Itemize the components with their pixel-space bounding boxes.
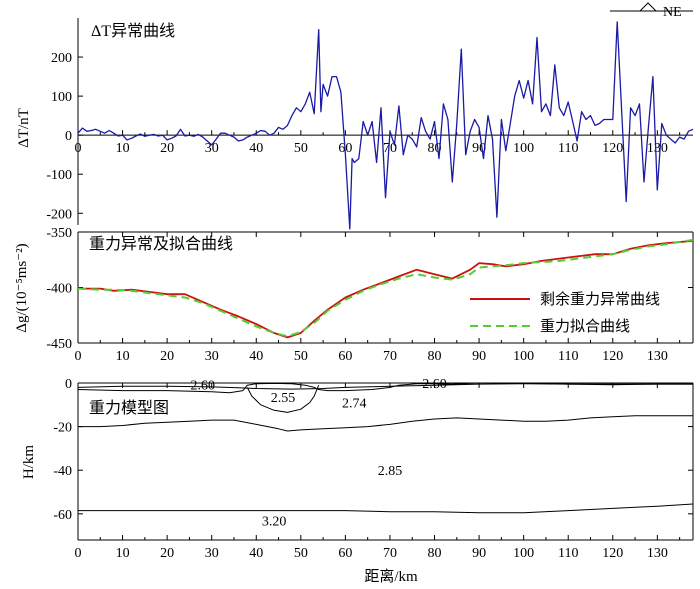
- x-tick-label: 120: [602, 349, 623, 364]
- x-tick-label: 120: [602, 546, 623, 561]
- x-tick-label: 60: [338, 546, 352, 561]
- x-tick-label: 120: [602, 141, 623, 156]
- series-line-2: [246, 385, 320, 413]
- density-label: 2.74: [342, 397, 367, 412]
- x-tick-label: 60: [338, 349, 352, 364]
- density-label: 3.20: [262, 514, 287, 529]
- delta-t-panel: ΔT异常曲线 ΔT/nT 0 10 20 30 40 50 60 70 80 90 100 110 12…: [16, 18, 694, 230]
- y-tick-label: -200: [46, 207, 72, 222]
- x-tick-label: 0: [75, 141, 82, 156]
- y-tick-label: -20: [53, 421, 72, 436]
- series-line-1: [77, 238, 694, 338]
- x-tick-label: 90: [472, 349, 486, 364]
- series-line-0: [77, 21, 694, 230]
- gravity-model-panel: 重力模型图 H/km 距离/km 0 10 20 30 40 50 60 70 80 90 100 1…: [21, 377, 694, 585]
- delta-t-plot-area: 0 10 20 30 40 50 60 70 80 90 100 110 120 1302001000-1…: [46, 18, 694, 230]
- x-tick-label: 100: [513, 546, 534, 561]
- legend-label-residual: 剩余重力异常曲线: [540, 290, 660, 308]
- x-tick-label: 100: [513, 349, 534, 364]
- x-tick-label: 10: [116, 349, 130, 364]
- y-tick-label: 0: [65, 377, 72, 392]
- x-tick-label: 30: [205, 141, 219, 156]
- x-tick-label: 110: [558, 141, 578, 156]
- density-label: 2.55: [271, 391, 296, 406]
- model-y-axis-label: H/km: [21, 445, 37, 480]
- density-label: 2.60: [191, 379, 216, 394]
- x-tick-label: 110: [558, 349, 578, 364]
- delta-t-panel-title: ΔT异常曲线: [91, 22, 175, 40]
- x-tick-label: 100: [513, 141, 534, 156]
- x-tick-label: 90: [472, 546, 486, 561]
- x-tick-label: 130: [647, 349, 668, 364]
- x-tick-label: 40: [249, 141, 263, 156]
- x-tick-label: 0: [75, 546, 82, 561]
- x-tick-label: 30: [205, 349, 219, 364]
- gravity-plot-area: 0 10 20 30 40 50 60 70 80 90 100 110 120 130 -350 -400 -…: [46, 226, 694, 364]
- series-line-4: [78, 503, 694, 514]
- density-label: 2.60: [422, 377, 447, 392]
- series-line-0: [78, 240, 694, 339]
- x-tick-label: 20: [160, 349, 174, 364]
- x-tick-label: 40: [249, 349, 263, 364]
- x-tick-label: 70: [383, 546, 397, 561]
- x-tick-label: 110: [558, 546, 578, 561]
- x-tick-label: 20: [160, 546, 174, 561]
- x-tick-label: 80: [428, 546, 442, 561]
- x-tick-label: 50: [294, 141, 308, 156]
- x-tick-label: 130: [647, 546, 668, 561]
- series-line-3: [78, 415, 693, 432]
- model-plot-area: 0 10 20 30 40 50 60 70 80 90 100 110 120 130 0 -20 -40 -6…: [53, 377, 694, 561]
- delta-t-y-axis-label: ΔT/nT: [16, 108, 32, 148]
- x-tick-label: 30: [205, 546, 219, 561]
- x-tick-label: 0: [75, 349, 82, 364]
- x-tick-label: 10: [116, 546, 130, 561]
- gravity-panel: 重力异常及拟合曲线 Δg/(10⁻⁵ms⁻²) 0 10 20 30 40 50 60 70 8…: [14, 226, 694, 364]
- series-line-1: [77, 382, 693, 394]
- y-tick-label: -40: [53, 464, 72, 479]
- density-label: 2.85: [378, 464, 403, 479]
- x-tick-label: 50: [294, 349, 308, 364]
- gravity-legend: 剩余重力异常曲线 重力拟合曲线: [470, 290, 660, 335]
- y-tick-label: -350: [46, 226, 72, 241]
- gravity-y-axis-label: Δg/(10⁻⁵ms⁻²): [14, 243, 30, 332]
- y-tick-label: 200: [51, 51, 72, 66]
- x-tick-label: 80: [428, 349, 442, 364]
- x-tick-label: 70: [383, 141, 397, 156]
- y-tick-label: -450: [46, 337, 72, 352]
- x-tick-label: 70: [383, 349, 397, 364]
- y-tick-label: -60: [53, 508, 72, 523]
- legend-label-fit: 重力拟合曲线: [540, 318, 630, 335]
- x-tick-label: 50: [294, 546, 308, 561]
- x-tick-label: 40: [249, 546, 263, 561]
- x-tick-label: 20: [160, 141, 174, 156]
- model-x-axis-label: 距离/km: [364, 568, 418, 585]
- x-tick-label: 130: [647, 141, 668, 156]
- x-tick-label: 10: [116, 141, 130, 156]
- y-tick-label: -100: [46, 168, 72, 183]
- north-arrow-label: NE: [663, 5, 682, 20]
- y-tick-label: -400: [46, 282, 72, 297]
- north-arrow-icon: NE: [610, 2, 693, 20]
- y-tick-label: 100: [51, 90, 72, 105]
- gravity-panel-title: 重力异常及拟合曲线: [89, 235, 233, 253]
- y-tick-label: 0: [65, 129, 72, 144]
- model-panel-title: 重力模型图: [89, 399, 169, 417]
